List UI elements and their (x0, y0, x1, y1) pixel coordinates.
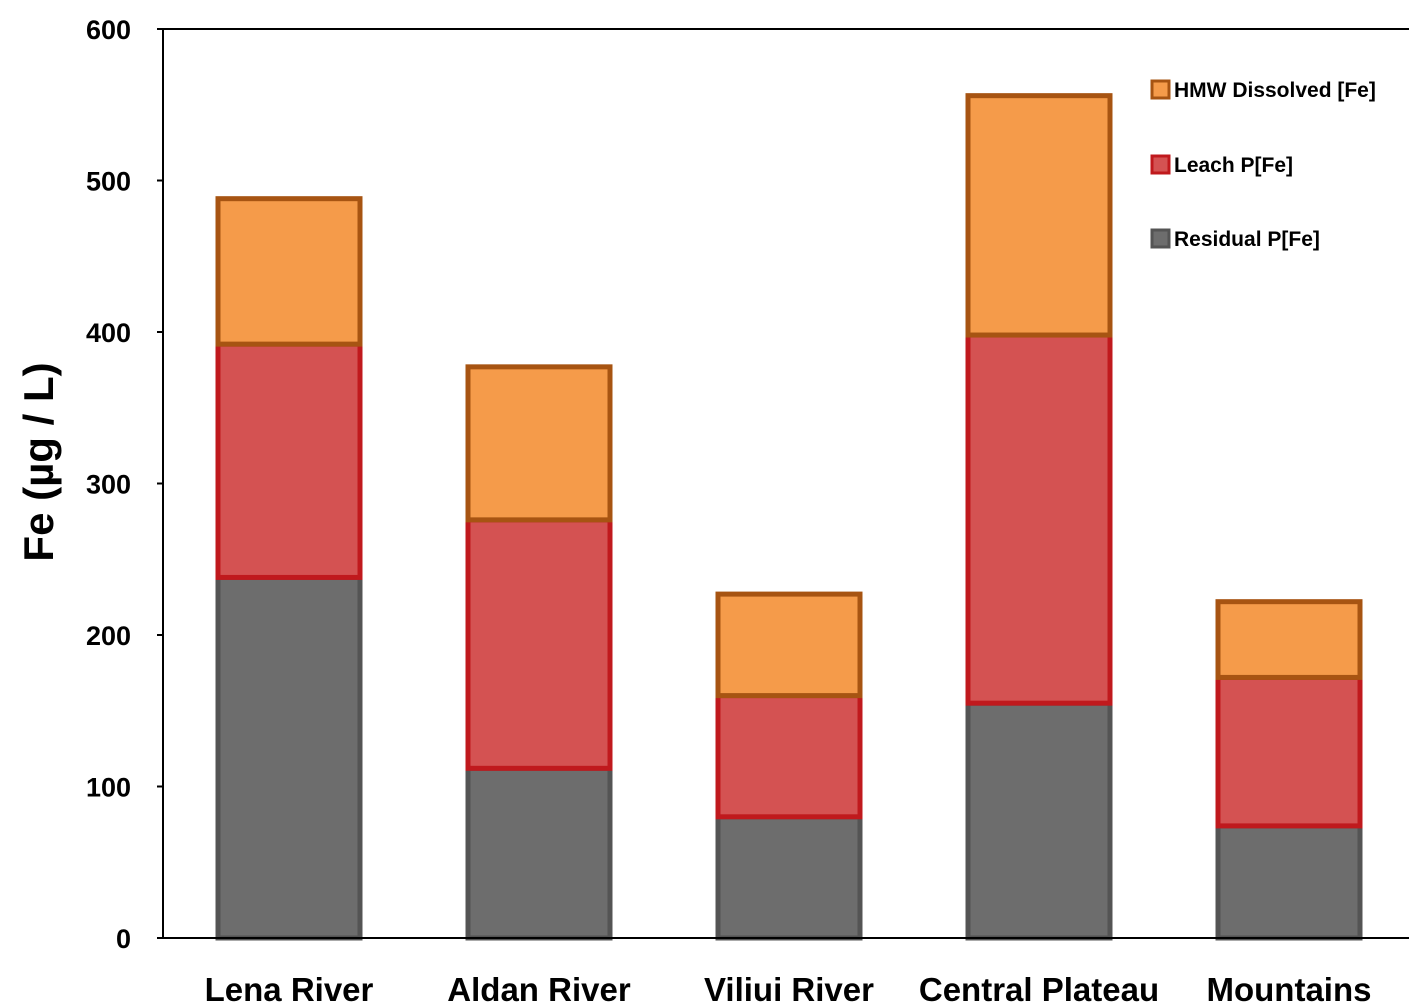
bar-viliui-river-hmw-dissolved-fe (715, 591, 863, 699)
x-category-label: Viliui River (704, 971, 874, 1005)
bar-viliui-river-residual-p-fe (715, 814, 863, 941)
bar-aldan-river-residual-p-fe (465, 765, 613, 941)
bar-aldan-river-hmw-dissolved-fe (465, 364, 613, 523)
bar-viliui-river-leach-p-fe (715, 693, 863, 820)
bar-lena-river-residual-p-fe (215, 574, 363, 941)
bar-central-plateau-hmw-dissolved-fe (965, 93, 1113, 338)
x-category-label: Mountains (1207, 971, 1372, 1005)
bar-mountains-residual-p-fe (1215, 823, 1363, 941)
x-category-label: Central Plateau (919, 971, 1159, 1005)
legend-label-hmw-dissolved-fe: HMW Dissolved [Fe] (1174, 79, 1376, 102)
y-axis-ticks: 0 100 200 300 400 500 600 (86, 15, 163, 954)
x-category-label: Aldan River (447, 971, 631, 1005)
y-tick-label: 500 (86, 167, 131, 197)
x-axis-labels: Lena River Aldan River Viliui River Central… (205, 971, 1372, 1005)
legend-swatch-hmw-dissolved-fe (1150, 79, 1171, 100)
bar-central-plateau-residual-p-fe (965, 700, 1113, 941)
y-tick-label: 100 (86, 773, 131, 803)
bar-lena-river-leach-p-fe (215, 341, 363, 580)
bar-mountains-leach-p-fe (1215, 674, 1363, 829)
legend-label-leach-p-fe: Leach P[Fe] (1174, 154, 1293, 177)
legend: HMW Dissolved [Fe] Leach P[Fe] Residual P[… (1150, 79, 1376, 251)
bar-lena-river-hmw-dissolved-fe (215, 196, 363, 347)
bar-mountains-hmw-dissolved-fe (1215, 599, 1363, 680)
bar-aldan-river-leach-p-fe (465, 517, 613, 771)
y-tick-label: 0 (116, 924, 131, 954)
y-tick-label: 200 (86, 621, 131, 651)
x-category-label: Lena River (205, 971, 374, 1005)
legend-label-residual-p-fe: Residual P[Fe] (1174, 228, 1320, 251)
y-tick-label: 400 (86, 318, 131, 348)
bars-layer (215, 93, 1363, 941)
legend-swatch-leach-p-fe (1150, 154, 1171, 175)
bar-central-plateau-leach-p-fe (965, 332, 1113, 706)
y-axis-title: Fe (µg / L) (15, 362, 62, 561)
legend-swatch-residual-p-fe (1150, 228, 1171, 249)
y-tick-label: 600 (86, 15, 131, 45)
y-tick-label: 300 (86, 470, 131, 500)
